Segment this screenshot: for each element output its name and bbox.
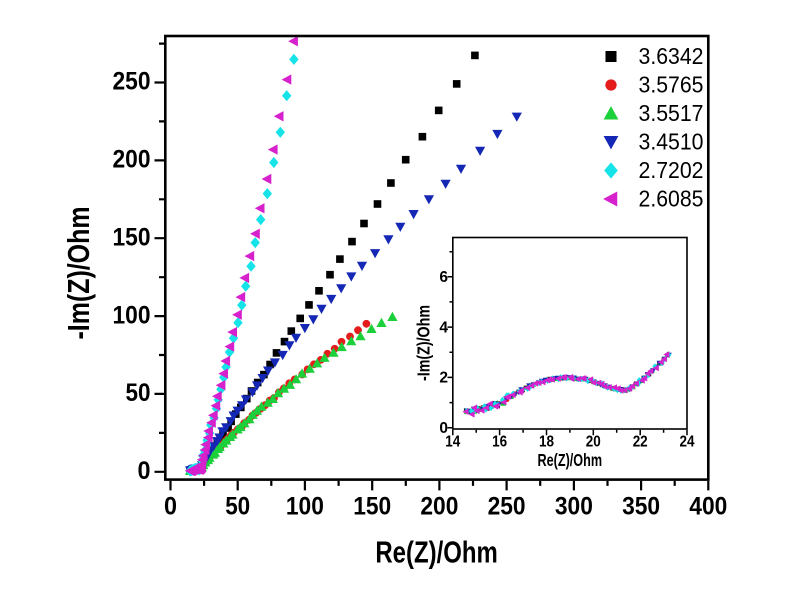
svg-text:150: 150 [353,493,391,521]
svg-text:50: 50 [225,493,250,521]
svg-text:100: 100 [286,493,324,521]
svg-text:-Im(Z)/Ohm: -Im(Z)/Ohm [62,207,96,340]
svg-text:18: 18 [539,434,554,451]
svg-text:250: 250 [113,68,151,96]
svg-text:14: 14 [445,434,460,451]
svg-text:Re(Z)/Ohm: Re(Z)/Ohm [375,536,497,570]
svg-text:20: 20 [586,434,601,451]
svg-text:3.6342: 3.6342 [639,43,704,69]
svg-text:3.5765: 3.5765 [639,72,704,98]
svg-text:6: 6 [439,269,448,286]
svg-text:200: 200 [420,493,458,521]
svg-text:2.6085: 2.6085 [639,186,704,212]
svg-text:200: 200 [113,146,151,174]
svg-text:300: 300 [555,493,593,521]
svg-text:22: 22 [633,434,648,451]
svg-text:16: 16 [492,434,507,451]
svg-text:350: 350 [622,493,660,521]
svg-text:3.4510: 3.4510 [639,129,704,155]
svg-text:2.7202: 2.7202 [639,157,704,183]
svg-text:Re(Z)/Ohm: Re(Z)/Ohm [538,450,603,470]
svg-text:-Im(Z)/Ohm: -Im(Z)/Ohm [414,305,434,381]
svg-text:0: 0 [164,493,177,521]
svg-text:24: 24 [680,434,695,451]
svg-text:2: 2 [439,370,448,387]
svg-text:250: 250 [488,493,526,521]
svg-text:50: 50 [126,379,151,407]
svg-text:400: 400 [689,493,727,521]
svg-text:100: 100 [113,301,151,329]
svg-text:0: 0 [138,457,151,485]
svg-text:3.5517: 3.5517 [639,100,704,126]
svg-text:150: 150 [113,223,151,251]
svg-text:4: 4 [439,319,448,336]
svg-text:0: 0 [439,420,448,437]
